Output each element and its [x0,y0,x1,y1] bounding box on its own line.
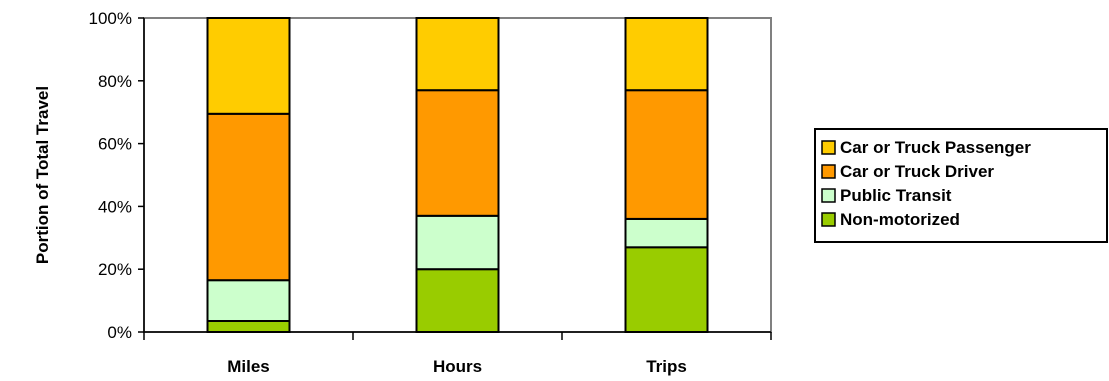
bar-trips-car-or-truck-passenger [624,17,709,92]
x-category-label: Hours [433,357,482,376]
legend-swatch [821,188,836,203]
x-category-label: Trips [646,357,687,376]
y-tick-label: 60% [98,135,132,154]
bars-group [206,17,709,334]
legend-label: Car or Truck Driver [840,162,994,181]
x-category-label: Miles [227,357,270,376]
bar-hours-non-motorized [415,268,500,334]
bar-hours-public-transit [415,214,500,271]
y-tick-label: 0% [107,323,132,342]
bar-miles-public-transit [206,279,291,323]
legend: Car or Truck Passenger Car or Truck Drive… [814,128,1108,243]
legend-swatch [821,164,836,179]
y-axis-title: Portion of Total Travel [33,86,52,264]
y-tick-label: 80% [98,72,132,91]
bar-miles-car-or-truck-passenger [206,17,291,115]
legend-label: Public Transit [840,186,952,205]
bar-trips-public-transit [624,218,709,249]
y-tick-label: 100% [89,9,132,28]
bar-miles-car-or-truck-driver [206,112,291,282]
legend-label: Car or Truck Passenger [840,138,1031,157]
x-category-labels: Miles Hours Trips [227,357,687,376]
legend-swatch [821,140,836,155]
legend-swatch [821,212,836,227]
y-tick-labels: 0% 20% 40% 60% 80% 100% [89,9,132,342]
bar-trips-non-motorized [624,246,709,333]
bar-hours-car-or-truck-passenger [415,17,500,92]
y-tick-label: 20% [98,260,132,279]
legend-label: Non-motorized [840,210,960,229]
bar-hours-car-or-truck-driver [415,89,500,217]
axes-group [138,17,772,340]
bar-trips-car-or-truck-driver [624,89,709,220]
legend-box [814,128,1108,243]
bar-miles-non-motorized [206,320,291,333]
y-tick-label: 40% [98,197,132,216]
